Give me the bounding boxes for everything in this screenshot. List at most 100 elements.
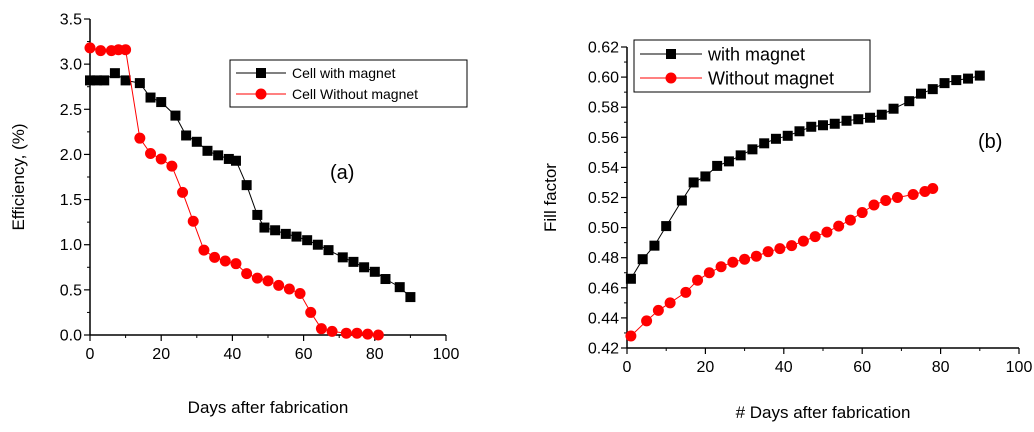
chart-panel-b: 0 20 40 60 80 100 0.42 0.44 0.46 0.48 0.50 0.52 0.54… bbox=[541, 39, 1032, 422]
data-point bbox=[283, 283, 295, 295]
legend: Cell with magnet Cell Without magnet bbox=[229, 59, 468, 108]
data-point bbox=[880, 195, 892, 207]
data-point bbox=[359, 262, 370, 273]
y-tick-label: 0.52 bbox=[588, 190, 619, 207]
data-point bbox=[916, 88, 926, 99]
data-point bbox=[876, 109, 887, 120]
data-point bbox=[280, 228, 291, 239]
data-point bbox=[759, 138, 770, 149]
data-point bbox=[700, 171, 711, 182]
data-point bbox=[362, 328, 374, 340]
data-point bbox=[202, 145, 213, 156]
x-tick-label: 60 bbox=[295, 346, 313, 363]
legend-label: Cell with magnet bbox=[292, 65, 396, 81]
legend-marker bbox=[256, 68, 266, 78]
data-point bbox=[625, 330, 637, 342]
data-point bbox=[323, 245, 334, 256]
data-point bbox=[145, 92, 156, 103]
data-point bbox=[974, 70, 985, 81]
legend-box bbox=[229, 59, 468, 108]
data-point bbox=[649, 240, 660, 251]
data-point bbox=[120, 75, 131, 86]
data-point bbox=[223, 153, 234, 164]
data-point bbox=[315, 323, 327, 335]
y-tick-label: 0.48 bbox=[588, 250, 619, 267]
y-tick-label: 1.5 bbox=[60, 192, 82, 209]
series-1 bbox=[625, 182, 939, 342]
data-point bbox=[252, 209, 263, 220]
legend-label: Without magnet bbox=[708, 68, 834, 88]
y-tick-label: 0.62 bbox=[588, 40, 619, 57]
data-point bbox=[170, 110, 181, 121]
data-point bbox=[715, 261, 727, 273]
x-tick-label: 60 bbox=[853, 359, 871, 376]
data-point bbox=[821, 226, 833, 238]
y-axis-label: Efficiency, (%) bbox=[9, 123, 28, 230]
series-0 bbox=[625, 70, 985, 284]
x-tick-label: 80 bbox=[366, 346, 384, 363]
data-point bbox=[187, 215, 199, 227]
data-point bbox=[661, 221, 672, 232]
data-point bbox=[688, 177, 699, 188]
data-point bbox=[312, 239, 323, 250]
data-point bbox=[774, 243, 786, 255]
data-point bbox=[927, 84, 938, 95]
data-point bbox=[219, 255, 231, 267]
data-point bbox=[92, 75, 103, 86]
data-point bbox=[155, 153, 167, 165]
data-point bbox=[348, 256, 359, 267]
x-axis-label: Days after fabrication bbox=[188, 398, 349, 417]
data-point bbox=[291, 231, 302, 242]
data-point bbox=[856, 207, 868, 219]
data-point bbox=[818, 120, 828, 131]
data-point bbox=[841, 115, 852, 126]
y-tick-label: 2.0 bbox=[60, 147, 82, 164]
data-point bbox=[727, 256, 739, 268]
data-point bbox=[337, 252, 348, 263]
data-point bbox=[166, 160, 178, 172]
data-point bbox=[652, 304, 664, 316]
data-point bbox=[305, 306, 317, 318]
y-tick-label: 0.44 bbox=[588, 310, 619, 327]
chart-panel-a: 0 20 40 60 80 100 0.0 0.5 1.0 1.5 2.0 2.5 3.0 3.5 Days… bbox=[9, 12, 468, 417]
data-point bbox=[99, 75, 110, 86]
data-point bbox=[939, 78, 950, 89]
data-point bbox=[394, 282, 405, 293]
data-point bbox=[782, 130, 793, 141]
data-point bbox=[181, 130, 192, 141]
x-tick-label: 40 bbox=[224, 346, 242, 363]
data-point bbox=[273, 279, 285, 291]
data-point bbox=[177, 186, 189, 198]
data-point bbox=[625, 273, 636, 284]
legend-box bbox=[633, 39, 871, 93]
data-point bbox=[891, 192, 903, 203]
data-point bbox=[405, 292, 416, 303]
data-point bbox=[326, 325, 338, 337]
data-point bbox=[692, 274, 704, 286]
y-tick-label: 3.5 bbox=[60, 12, 82, 29]
data-point bbox=[241, 268, 253, 280]
y-tick-label: 0.42 bbox=[588, 341, 619, 358]
data-point bbox=[829, 118, 840, 129]
y-tick-label: 0.46 bbox=[588, 280, 619, 297]
data-point bbox=[109, 68, 120, 79]
data-point bbox=[888, 103, 899, 114]
data-point bbox=[198, 244, 210, 256]
data-point bbox=[723, 156, 734, 167]
data-point bbox=[262, 275, 274, 287]
y-tick-label: 0.50 bbox=[588, 220, 619, 237]
data-point bbox=[676, 195, 687, 206]
data-point bbox=[637, 254, 648, 265]
y-tick-label: 0.56 bbox=[588, 130, 619, 147]
x-tick-label: 40 bbox=[775, 359, 793, 376]
series-line bbox=[630, 75, 980, 280]
data-point bbox=[270, 225, 281, 236]
data-point bbox=[230, 258, 242, 270]
data-point bbox=[747, 144, 758, 155]
legend-marker bbox=[255, 88, 267, 100]
data-point bbox=[664, 297, 676, 309]
data-point bbox=[369, 266, 380, 277]
data-point bbox=[641, 315, 653, 327]
data-point bbox=[95, 45, 107, 57]
